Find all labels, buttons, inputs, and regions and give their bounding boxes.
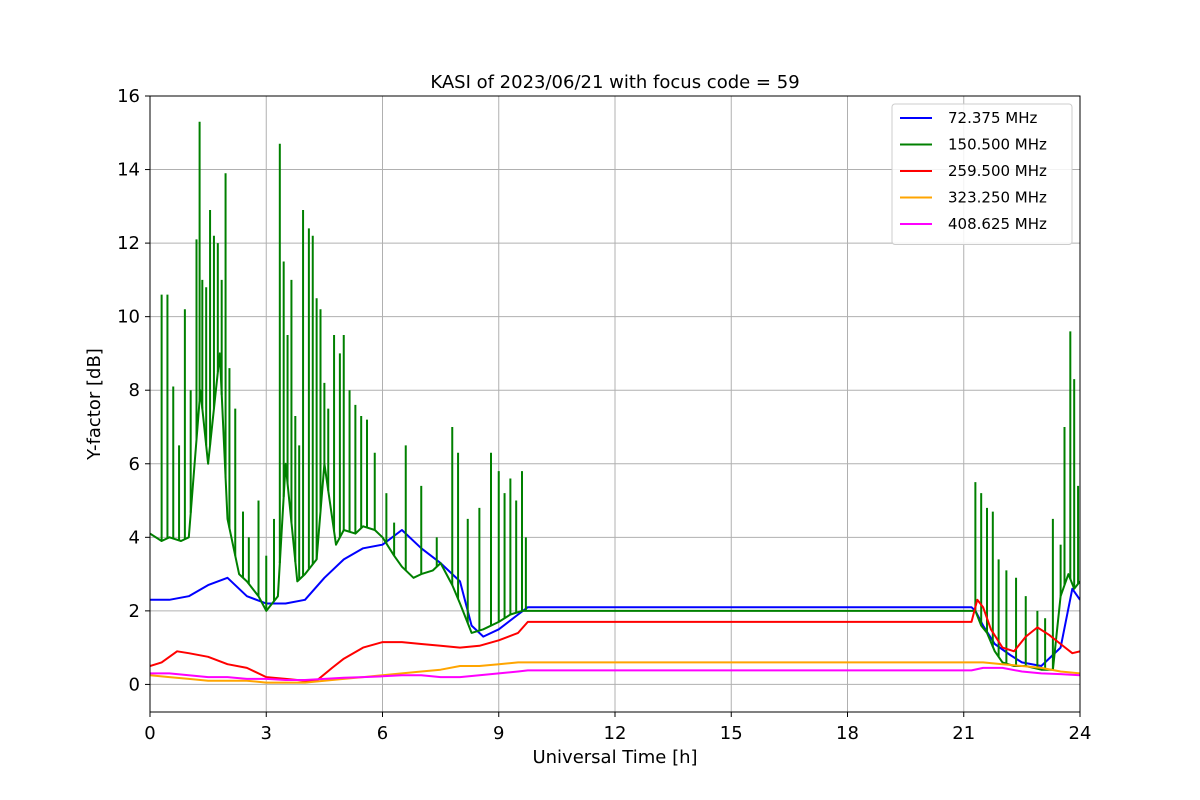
- y-tick-label: 12: [117, 233, 140, 254]
- legend-label: 408.625 MHz: [948, 215, 1047, 233]
- y-axis-label: Y-factor [dB]: [84, 348, 105, 461]
- y-tick-label: 16: [117, 86, 140, 107]
- series-line-3: [150, 661, 1080, 684]
- chart-title: KASI of 2023/06/21 with focus code = 59: [430, 72, 799, 93]
- y-tick-label: 4: [129, 527, 140, 548]
- legend-label: 72.375 MHz: [948, 109, 1037, 127]
- x-tick-label: 18: [836, 723, 859, 744]
- series-line-2: [150, 598, 1080, 682]
- y-tick-label: 6: [129, 454, 140, 475]
- series-layer: [150, 121, 1080, 684]
- y-tick-label: 8: [129, 380, 140, 401]
- y-axis: 0 2 4 6 8 10 12 14 16: [117, 86, 150, 695]
- x-axis: 0 3 6 9 12 15 18 21 24: [144, 712, 1091, 744]
- y-tick-label: 14: [117, 160, 140, 181]
- y-tick-label: 10: [117, 307, 140, 328]
- legend-box: [891, 103, 1073, 245]
- series-line-0: [150, 529, 1080, 667]
- legend-label: 259.500 MHz: [948, 162, 1047, 180]
- x-tick-label: 21: [952, 723, 975, 744]
- x-tick-label: 0: [144, 723, 155, 744]
- series-spikes-1: [160, 121, 1080, 670]
- legend-label: 150.500 MHz: [948, 136, 1047, 154]
- x-tick-label: 24: [1069, 723, 1092, 744]
- x-tick-label: 9: [493, 723, 504, 744]
- x-tick-label: 6: [377, 723, 388, 744]
- y-tick-label: 0: [129, 674, 140, 695]
- y-tick-label: 2: [129, 601, 140, 622]
- legend: 72.375 MHz 150.500 MHz 259.500 MHz 323.250 …: [891, 103, 1073, 245]
- x-tick-label: 3: [261, 723, 272, 744]
- legend-label: 323.250 MHz: [948, 189, 1047, 207]
- series-line-4: [150, 666, 1080, 681]
- x-tick-label: 15: [720, 723, 743, 744]
- x-axis-label: Universal Time [h]: [532, 747, 697, 768]
- x-tick-label: 12: [604, 723, 627, 744]
